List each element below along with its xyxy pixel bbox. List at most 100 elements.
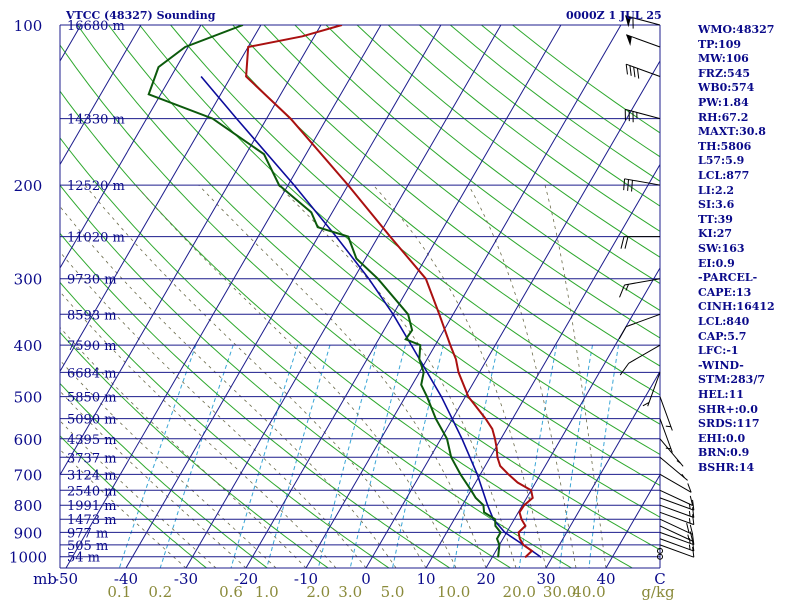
height-label: 505 m [67, 539, 108, 554]
mixing-ratio-line [159, 344, 234, 568]
index-item: WMO:48327 [698, 23, 775, 36]
isotherm [245, 25, 562, 568]
barb-half [681, 473, 685, 479]
barb-full [618, 326, 627, 340]
index-item: KI:27 [698, 227, 733, 241]
index-item: LI:2.2 [698, 183, 735, 197]
mixing-ratio-label: 40.0 [572, 583, 605, 600]
barb-flag [626, 34, 632, 46]
index-item: TH:5806 [698, 139, 752, 153]
wind-barb [657, 553, 663, 560]
dry-adiabat [60, 44, 660, 551]
temperature-tick-label: 40 [596, 570, 615, 588]
index-item: SHR+:0.0 [698, 402, 758, 416]
mixing-ratio-line [266, 344, 331, 568]
height-label: 4395 m [67, 433, 117, 448]
height-label: 3737 m [67, 451, 117, 466]
mixing-ratio-label: 0.1 [107, 583, 131, 600]
mixing-ratio-line [392, 344, 444, 568]
wind-barbs [618, 15, 695, 560]
barb-full [620, 236, 625, 249]
temperature-tick-label: 20 [476, 570, 495, 588]
wind-barb [659, 531, 695, 546]
barb-full [692, 546, 695, 558]
index-item: EHI:0.0 [698, 431, 746, 445]
temperature-trace [245, 25, 534, 559]
barb-half [665, 425, 672, 428]
index-item: LFC:-1 [698, 344, 739, 358]
temperature-tick-label: 10 [416, 570, 435, 588]
height-label: 5090 m [67, 413, 117, 428]
height-label: 8593 m [67, 308, 117, 323]
barb-full [692, 514, 695, 525]
dry-adiabat [263, 25, 660, 339]
barb-flag [625, 15, 632, 28]
parcel-trace [200, 75, 542, 559]
barb-half [688, 518, 691, 524]
pressure-unit-label: mb [33, 570, 57, 588]
barb-full [633, 66, 636, 78]
index-item: BSHR:14 [698, 461, 755, 474]
height-label: 1991 m [67, 499, 117, 514]
dry-adiabat [60, 435, 207, 568]
barb-full [625, 64, 628, 75]
isotherm [545, 370, 660, 568]
barb-half [625, 284, 629, 291]
moist-adiabat [544, 184, 607, 568]
isotherm [485, 266, 660, 568]
barb-full [623, 178, 626, 191]
index-item: PW:1.84 [698, 96, 749, 109]
barb-shaft [659, 489, 693, 506]
dry-adiabat [170, 25, 660, 425]
mixing-ratio-label: 0.6 [219, 583, 243, 600]
dewpoint-trace [147, 25, 502, 558]
mixing-ratio-label: 0.2 [148, 583, 172, 600]
mixing-ratio-label: 3.0 [338, 583, 362, 600]
dry-adiabat [60, 184, 511, 568]
barb-full [629, 65, 632, 76]
dry-adiabat [60, 331, 329, 568]
dry-adiabat [294, 25, 660, 312]
barb-full [692, 540, 695, 552]
height-label: 11020 m [67, 231, 125, 246]
barb-shaft [624, 178, 661, 186]
isotherm [60, 25, 262, 373]
height-label: 12520 m [67, 179, 125, 194]
moist-adiabat [60, 359, 277, 568]
temperature-tick-label: -20 [234, 570, 258, 588]
wind-barb [620, 236, 660, 249]
barb-shaft [659, 504, 694, 518]
barb-full [689, 524, 694, 535]
isotherm [60, 25, 322, 476]
temperature-unit-label: C [654, 570, 665, 588]
background-lines [60, 25, 660, 568]
moist-adiabat [60, 291, 337, 568]
pressure-tick-label: 600 [14, 431, 43, 449]
temperature-tick-label: 30 [536, 570, 555, 588]
index-item: MAXT:30.8 [698, 125, 766, 139]
mixing-ratio-line [230, 344, 299, 568]
mixing-ratio-line [349, 344, 406, 568]
isotherm [365, 60, 660, 568]
wind-barb [659, 511, 695, 526]
wind-barb [619, 278, 661, 298]
dewpoint-trace-group [147, 25, 502, 558]
barb-half [688, 510, 691, 517]
dry-adiabat [60, 90, 633, 568]
barb-shaft [626, 63, 661, 78]
index-item: CAP:5.7 [698, 329, 747, 343]
index-item: LCL:877 [698, 169, 750, 182]
height-label: 1473 m [67, 513, 117, 528]
mixing-ratio-label: 30.0 [543, 583, 576, 600]
index-item: STM:283/7 [698, 373, 765, 387]
temperature-tick-label: -30 [174, 570, 198, 588]
barb-shaft [659, 525, 693, 542]
index-item: MW:106 [698, 52, 749, 66]
dry-adiabat [60, 137, 572, 568]
wind-barb [659, 456, 688, 481]
isotherm [60, 25, 142, 166]
pressure-tick-label: 1000 [9, 549, 47, 567]
barb-half [687, 534, 690, 540]
barb-half [688, 538, 691, 544]
